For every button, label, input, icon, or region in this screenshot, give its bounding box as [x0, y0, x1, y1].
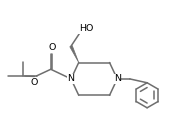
- Text: O: O: [48, 43, 55, 52]
- Text: N: N: [114, 74, 121, 83]
- Polygon shape: [70, 46, 79, 62]
- Text: HO: HO: [79, 24, 93, 33]
- Text: N: N: [67, 74, 75, 83]
- Text: O: O: [30, 78, 38, 87]
